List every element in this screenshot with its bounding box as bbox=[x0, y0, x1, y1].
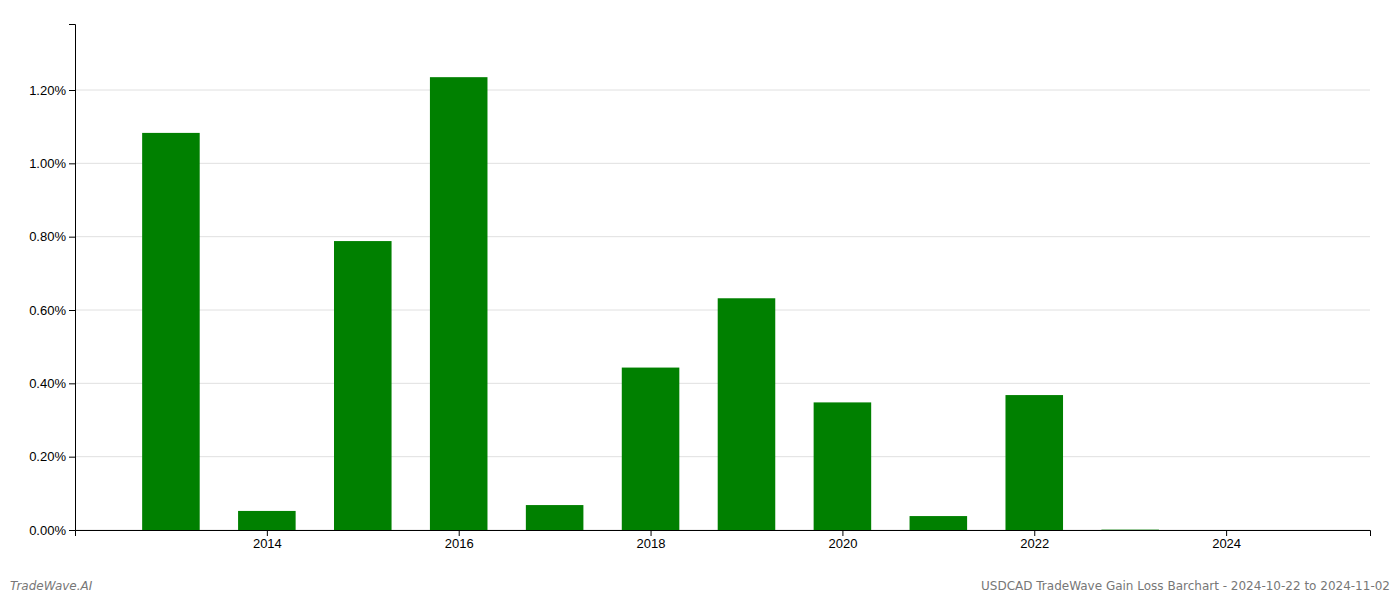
y-tick: 0.00% bbox=[29, 523, 75, 538]
x-tick: 2022 bbox=[1020, 530, 1049, 551]
x-tick-mark bbox=[267, 530, 268, 536]
chart-svg: 2014201620182020202220240.00%0.20%0.40%0… bbox=[0, 0, 1400, 600]
y-tick: 0.20% bbox=[29, 449, 75, 464]
y-tick-mark bbox=[69, 383, 75, 384]
footer-left: TradeWave.AI bbox=[10, 579, 93, 593]
y-tick-label: 0.60% bbox=[29, 303, 66, 318]
y-tick-label: 0.00% bbox=[29, 523, 66, 538]
bar bbox=[622, 368, 680, 530]
x-axis: 2014 2016 2018 2020 2022 2024 bbox=[76, 530, 1371, 551]
bar bbox=[814, 402, 872, 530]
bars bbox=[142, 77, 1159, 530]
x-axis-line bbox=[76, 531, 1371, 537]
bar bbox=[718, 298, 776, 530]
x-tick: 2018 bbox=[637, 530, 666, 551]
y-tick-label: 1.00% bbox=[29, 156, 66, 171]
y-tick-mark bbox=[69, 237, 75, 238]
x-tick-label: 2022 bbox=[1020, 536, 1049, 551]
x-tick-label: 2020 bbox=[828, 536, 857, 551]
x-tick-label: 2016 bbox=[445, 536, 474, 551]
grid-line bbox=[75, 90, 1370, 91]
x-tick-label: 2014 bbox=[253, 536, 282, 551]
bar bbox=[1101, 529, 1159, 530]
y-axis: 0.00% 0.20% 0.40% 0.60% 0.80% 1.00% 1.20% bbox=[29, 25, 75, 538]
y-tick-label: 0.40% bbox=[29, 376, 66, 391]
bar bbox=[334, 241, 392, 530]
x-tick: 2020 bbox=[828, 530, 857, 551]
x-tick: 2024 bbox=[1212, 530, 1241, 551]
y-tick: 1.20% bbox=[29, 83, 75, 98]
y-tick-mark bbox=[69, 90, 75, 91]
grid bbox=[75, 90, 1370, 530]
grid-line bbox=[75, 236, 1370, 237]
y-tick-mark bbox=[69, 530, 75, 531]
x-tick-mark bbox=[1226, 530, 1227, 536]
x-tick-mark bbox=[651, 530, 652, 536]
y-tick-mark bbox=[69, 457, 75, 458]
x-tick-label: 2018 bbox=[637, 536, 666, 551]
bar bbox=[526, 505, 584, 530]
y-tick-label: 1.20% bbox=[29, 83, 66, 98]
x-tick-mark bbox=[1034, 530, 1035, 536]
y-tick-mark bbox=[69, 310, 75, 311]
x-tick-mark bbox=[842, 530, 843, 536]
grid-line bbox=[75, 163, 1370, 164]
x-tick: 2014 bbox=[253, 530, 282, 551]
y-tick: 0.80% bbox=[29, 229, 75, 244]
y-tick-label: 0.80% bbox=[29, 229, 66, 244]
bar bbox=[238, 511, 296, 530]
y-tick: 0.40% bbox=[29, 376, 75, 391]
y-tick-label: 0.20% bbox=[29, 449, 66, 464]
x-tick: 2016 bbox=[445, 530, 474, 551]
y-tick: 0.60% bbox=[29, 303, 75, 318]
x-tick-label: 2024 bbox=[1212, 536, 1241, 551]
y-tick-mark bbox=[69, 163, 75, 164]
bar bbox=[910, 516, 968, 530]
bar bbox=[142, 133, 200, 530]
bar bbox=[430, 77, 488, 530]
y-axis-line bbox=[69, 25, 76, 531]
y-tick: 1.00% bbox=[29, 156, 75, 171]
plot-area: 2014201620182020202220240.00%0.20%0.40%0… bbox=[29, 25, 1370, 552]
bar bbox=[1005, 395, 1063, 530]
x-tick-mark bbox=[459, 530, 460, 536]
footer-right: USDCAD TradeWave Gain Loss Barchart - 20… bbox=[981, 579, 1390, 593]
chart-container: 2014201620182020202220240.00%0.20%0.40%0… bbox=[0, 0, 1400, 600]
